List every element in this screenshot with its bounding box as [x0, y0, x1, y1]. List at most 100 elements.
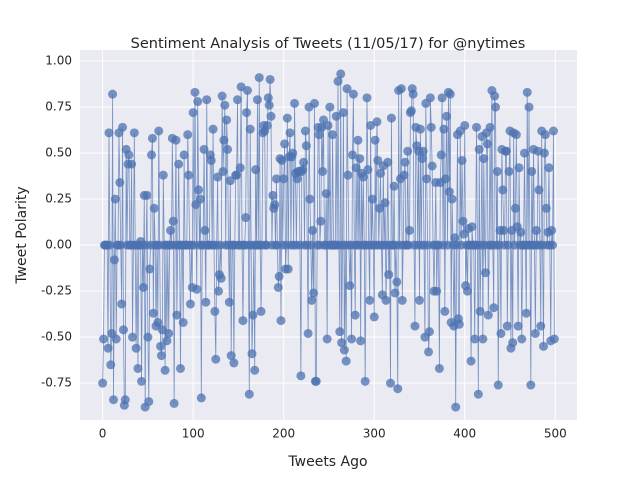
- data-point: [335, 327, 345, 337]
- data-point: [389, 181, 399, 191]
- data-point: [229, 358, 239, 368]
- data-point: [539, 341, 549, 351]
- data-point: [308, 225, 318, 235]
- marks: [98, 69, 559, 412]
- data-point: [235, 163, 245, 173]
- data-point: [406, 106, 416, 116]
- data-point: [303, 328, 313, 338]
- data-point: [481, 268, 491, 278]
- data-point: [442, 111, 452, 121]
- data-point: [199, 144, 209, 154]
- data-point: [99, 334, 109, 344]
- data-point: [530, 328, 540, 338]
- data-point: [318, 166, 328, 176]
- data-point: [362, 93, 372, 103]
- data-point: [386, 113, 396, 123]
- data-point: [548, 240, 558, 250]
- data-point: [439, 124, 449, 134]
- data-point: [251, 165, 261, 175]
- data-point: [403, 146, 413, 156]
- data-point: [292, 174, 302, 184]
- data-point: [451, 402, 461, 412]
- data-point: [268, 190, 278, 200]
- data-point: [124, 150, 134, 160]
- data-point: [510, 203, 520, 213]
- data-point: [396, 84, 406, 94]
- data-point: [118, 325, 128, 335]
- data-point: [358, 172, 368, 182]
- data-point: [232, 170, 242, 180]
- data-point: [108, 395, 118, 405]
- data-point: [305, 194, 315, 204]
- series-line: [102, 73, 555, 408]
- data-point: [120, 395, 130, 405]
- data-point: [224, 297, 234, 307]
- data-point: [148, 308, 158, 318]
- data-point: [365, 295, 375, 305]
- y-tick-label: 0.00: [45, 238, 72, 252]
- data-point: [541, 203, 551, 213]
- data-point: [262, 120, 272, 130]
- data-point: [373, 155, 383, 165]
- data-point: [158, 170, 168, 180]
- data-point: [370, 135, 380, 145]
- data-point: [194, 185, 204, 195]
- data-point: [460, 120, 470, 130]
- data-point: [105, 240, 115, 250]
- data-point: [454, 319, 464, 329]
- data-point: [501, 146, 511, 156]
- y-tick-label: 0.25: [45, 192, 72, 206]
- data-point: [183, 130, 193, 140]
- data-point: [470, 334, 480, 344]
- data-point: [381, 295, 391, 305]
- data-point: [531, 225, 541, 235]
- data-point: [108, 89, 118, 99]
- data-point: [323, 120, 333, 130]
- data-point: [154, 126, 164, 136]
- data-point: [492, 166, 502, 176]
- data-point: [347, 150, 357, 160]
- data-point: [300, 126, 310, 136]
- data-point: [524, 102, 534, 112]
- data-point: [410, 321, 420, 331]
- x-tick-label: 400: [453, 427, 476, 441]
- data-point: [363, 165, 373, 175]
- data-point: [360, 376, 370, 386]
- data-point: [309, 288, 319, 298]
- data-point: [322, 334, 332, 344]
- data-point: [225, 176, 235, 186]
- data-point: [466, 356, 476, 366]
- data-point: [288, 148, 298, 158]
- data-point: [436, 150, 446, 160]
- data-point: [511, 130, 521, 140]
- data-point: [214, 286, 224, 296]
- data-point: [526, 380, 536, 390]
- data-point: [299, 157, 309, 167]
- data-point: [458, 216, 468, 226]
- data-point: [128, 332, 138, 342]
- data-point: [418, 146, 428, 156]
- data-point: [115, 178, 125, 188]
- data-point: [263, 93, 273, 103]
- data-point: [478, 334, 488, 344]
- data-point: [192, 284, 202, 294]
- data-point: [252, 95, 262, 105]
- data-point: [103, 343, 113, 353]
- data-point: [473, 389, 483, 399]
- data-point: [156, 351, 166, 361]
- data-point: [422, 174, 432, 184]
- data-point: [462, 286, 472, 296]
- data-point: [131, 343, 141, 353]
- data-point: [164, 328, 174, 338]
- data-point: [162, 336, 172, 346]
- data-point: [355, 154, 365, 164]
- data-point: [160, 365, 170, 375]
- y-tick-label: 0.75: [45, 100, 72, 114]
- data-point: [138, 282, 148, 292]
- data-point: [109, 255, 119, 265]
- data-point: [271, 174, 281, 184]
- data-point: [188, 108, 198, 118]
- data-point: [440, 306, 450, 316]
- data-point: [348, 89, 358, 99]
- data-point: [244, 389, 254, 399]
